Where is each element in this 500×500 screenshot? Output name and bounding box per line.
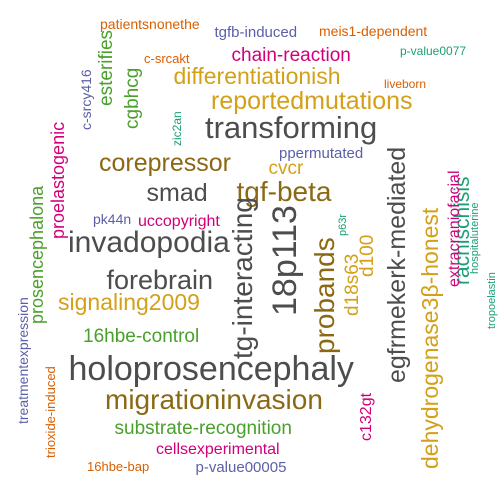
word-transforming: transforming <box>205 109 378 145</box>
word-tgfb-induced: tgfb-induced <box>214 23 298 41</box>
word-cvcr: cvcr <box>268 157 304 179</box>
word-zic2an: zic2an <box>170 110 184 146</box>
word-tgf-beta: tgf-beta <box>236 176 332 207</box>
word-ppermutated: ppermutated <box>279 144 364 162</box>
word-substrate-recognition: substrate-recognition <box>114 417 292 439</box>
word-signaling2009: signaling2009 <box>58 288 200 315</box>
word-chain-reaction: chain-reaction <box>231 44 351 66</box>
word-forebrain: forebrain <box>106 264 214 295</box>
word-esterifies: esterifies <box>95 29 117 106</box>
word-p63r: p63r <box>336 213 349 236</box>
word-tropoelastin: tropoelastin <box>485 271 498 329</box>
word-dehydrogenase3b-honest: dehydrogenase3β-honest <box>416 207 443 469</box>
word-probands: probands <box>309 236 340 354</box>
word-16hbe-control: 16hbe-control <box>83 325 200 347</box>
word-cgbhcg: cgbhcg <box>121 67 143 129</box>
word-liveborn: liveborn <box>384 77 427 91</box>
word-18p113: 18p113 <box>266 204 304 316</box>
word-cellsexperimental: cellsexperimental <box>156 441 280 458</box>
word-reportedmutations: reportedmutations <box>211 86 413 115</box>
word-uccopyright: uccopyright <box>138 213 220 230</box>
word-tg-interacting: tg-interacting <box>227 197 258 359</box>
word-16hbe-bap: 16hbe-bap <box>87 458 150 474</box>
word-proelastogenic: proelastogenic <box>48 121 68 239</box>
word-migrationinvasion: migrationinvasion <box>105 384 323 415</box>
word-c-srcy416: c-srcy416 <box>78 68 94 130</box>
word-p-value0077: p-value0077 <box>400 44 467 58</box>
word-c-srcakt: c-srcakt <box>144 50 190 66</box>
word-corepressor: corepressor <box>99 148 231 177</box>
word-meis1-dependent: meis1-dependent <box>319 23 428 39</box>
word-hospitaluterine: hospitaluterine <box>468 202 481 274</box>
word-invadopodia: invadopodia <box>68 226 230 259</box>
word-treatmentexpression: treatmentexpression <box>15 296 31 424</box>
word-c132gt: c132gt <box>358 392 375 441</box>
word-pk44n: pk44n <box>93 211 132 227</box>
word-egfrmekerk-mediated: egfrmekerk-mediated <box>382 146 411 383</box>
word-holoprosencephaly: holoprosencephaly <box>68 350 354 388</box>
word-d100: d100 <box>356 234 378 277</box>
word-trioxide-induced: trioxide-induced <box>42 366 58 458</box>
word-p-value00005: p-value00005 <box>195 458 287 476</box>
word-smad: smad <box>146 178 208 207</box>
word-differentiationish: differentiationish <box>173 62 341 89</box>
word-extracraniofacial: extracraniofacial <box>446 170 463 287</box>
word-patientsnonethe: patientsnonethe <box>100 16 200 32</box>
